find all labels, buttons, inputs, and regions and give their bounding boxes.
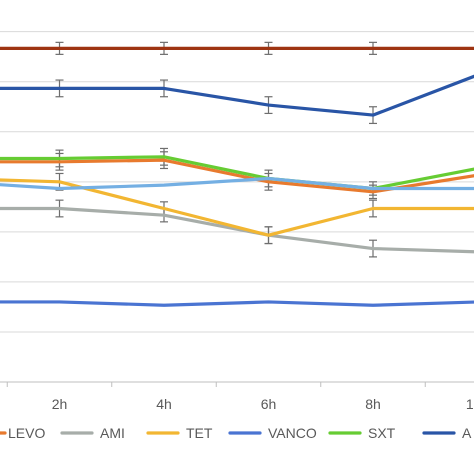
legend-item-ami: AMI: [60, 425, 125, 441]
x-tick-label: 6h: [261, 396, 277, 412]
legend-item-tet: TET: [146, 425, 213, 441]
legend-label: VANCO: [268, 425, 317, 441]
legend-item-sxt: SXT: [328, 425, 396, 441]
series-line-amp: [0, 74, 474, 117]
x-tick-label: 4h: [156, 396, 172, 412]
legend-label: AMI: [100, 425, 125, 441]
series-line-unlabeled-6: [0, 176, 474, 191]
series-line-ami: [0, 206, 474, 254]
legend-label: TET: [186, 425, 213, 441]
legend-item-vanco: VANCO: [228, 425, 317, 441]
legend-label: LEVO: [8, 425, 45, 441]
series-lines: [0, 46, 474, 307]
legend-item-a: A: [422, 425, 472, 441]
legend-label: SXT: [368, 425, 396, 441]
x-tick-label: 8h: [365, 396, 381, 412]
gridlines: [0, 31, 474, 333]
series-line-vanco: [0, 300, 474, 307]
x-axis: [0, 381, 474, 387]
series-line-tet: [0, 178, 474, 237]
legend: LEVO AMI TET VANCO SXT A: [0, 425, 472, 441]
x-tick-label: 10h: [466, 396, 474, 412]
x-tick-labels: 2h 4h 6h 8h 10h: [52, 396, 474, 412]
legend-label: A: [462, 425, 472, 441]
series-line-sxt: [0, 155, 474, 191]
x-tick-label: 2h: [52, 396, 68, 412]
legend-item-levo: LEVO: [0, 425, 45, 441]
